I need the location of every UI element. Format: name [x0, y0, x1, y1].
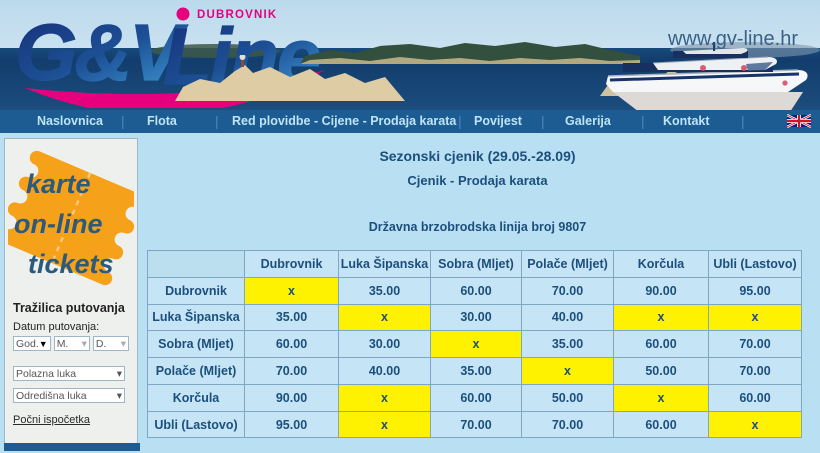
svg-text:tickets: tickets	[28, 249, 114, 279]
svg-text:on-line: on-line	[14, 209, 103, 239]
svg-text:karte: karte	[26, 169, 91, 199]
svg-text:DUBROVNIK: DUBROVNIK	[197, 9, 277, 21]
